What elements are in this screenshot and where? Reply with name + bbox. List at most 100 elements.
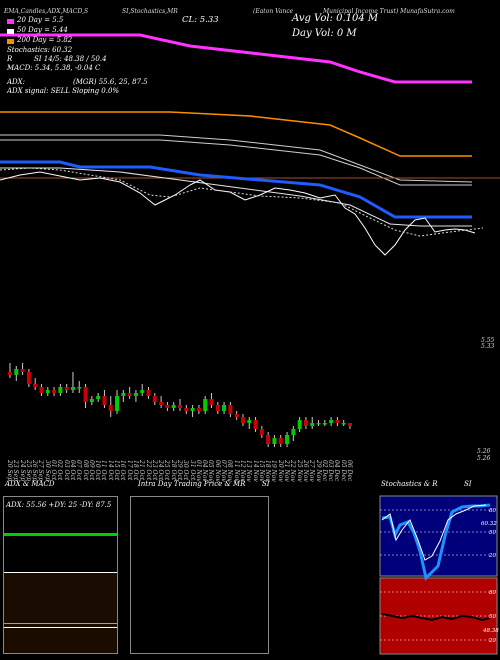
candle-body (285, 435, 290, 444)
candle-body (102, 396, 107, 405)
candle-body (196, 408, 201, 411)
macd-label: MACD: 5.34, 5.38, -0.04 C (7, 64, 101, 72)
adx-label: ADX: (7, 78, 26, 86)
rsi-tick-80: 80 (489, 590, 496, 596)
si-prefix: R (7, 55, 13, 63)
stoch-tick-50: 50 (489, 530, 496, 536)
rsi-box (379, 577, 498, 655)
rsi-value-label: 48.38 (482, 628, 499, 634)
candle-body (96, 396, 101, 399)
candle-body (108, 405, 113, 411)
candle-body (127, 393, 132, 396)
candle-body (26, 372, 31, 384)
adx-detail: (MGR) 55.6, 25, 87.5 (73, 78, 148, 86)
candle-body (45, 390, 50, 393)
candle-body (278, 438, 283, 444)
price-label-4: 5.26 (477, 455, 491, 462)
close-label: CL: 5.33 (182, 15, 219, 25)
adx-green-line (4, 533, 117, 536)
candle-body (121, 393, 126, 396)
candle-body (348, 423, 352, 426)
ma200-line (0, 111, 472, 157)
band-upper-line (0, 134, 473, 183)
candle-body (89, 399, 94, 402)
candle-body (159, 402, 164, 405)
candle-body (234, 414, 239, 417)
band-lower-line (0, 139, 472, 186)
price-curve (0, 171, 476, 256)
intraday-panel-si: SI (262, 480, 270, 488)
candle-body (20, 369, 25, 372)
candle-body (64, 387, 69, 390)
candle-body (8, 372, 12, 375)
candle-body (115, 396, 120, 411)
ma50-swatch (7, 29, 14, 34)
ma20-swatch (7, 19, 14, 24)
candle-body (165, 405, 170, 408)
si-label: SI 14/5: 48.38 / 50.4 (34, 55, 107, 63)
adx-macd-panel: ADX: 55.56 +DY: 25 -DY: 87.5 (3, 496, 118, 654)
candle-body (77, 387, 82, 389)
candle-body (52, 390, 57, 393)
candle-body (215, 405, 220, 411)
stochastics-box (379, 495, 498, 577)
candle-body (178, 405, 182, 408)
stoch-panel-title: Stochastics & R (381, 480, 438, 488)
candle-body (297, 420, 302, 429)
adx-divider (4, 572, 117, 573)
macd-area (4, 573, 117, 653)
candle-body (272, 438, 277, 444)
candle-body (33, 384, 38, 387)
intraday-panel-title: Intra Day Trading Price & MR (138, 480, 246, 488)
stoch-tick-80: 80 (489, 508, 496, 514)
ma200-swatch (7, 39, 14, 44)
adx-signal: ADX signal: SELL Sloping 0.0% (7, 87, 120, 95)
price-label-3: 5.26 (477, 448, 491, 455)
stoch-d-line (381, 504, 487, 561)
stoch-k-line (381, 503, 491, 581)
candle-body (329, 420, 334, 423)
header-line1-left: EMA,Candles,ADX,MACD,S (4, 8, 89, 15)
ema-blue-line (0, 160, 472, 219)
header-line1-right: (Eaton Vance (253, 8, 294, 15)
candle-body (70, 387, 75, 390)
stoch-panel-si: SI (464, 480, 472, 488)
dotted-average-line (0, 167, 484, 237)
candle-body (140, 390, 145, 393)
candle-body (240, 417, 245, 423)
candle-body (58, 387, 63, 393)
candle-body (259, 429, 264, 435)
candle-body (266, 435, 271, 444)
intraday-panel (130, 496, 269, 654)
ma20-label: 20 Day = 5.5 (17, 16, 64, 24)
candle-body (247, 420, 252, 423)
macd-line (4, 623, 117, 624)
candle-body (14, 369, 19, 375)
candle-body (253, 420, 258, 429)
candle-body (152, 396, 157, 402)
rsi-tick-50: 50 (489, 614, 496, 620)
ma200-label: 200 Day = 5.82 (17, 36, 73, 44)
candle-body (341, 423, 346, 425)
candle-body (222, 405, 227, 411)
avg-vol-label: Avg Vol: 0.104 M (292, 13, 379, 24)
adx-panel-values: ADX: 55.56 +DY: 25 -DY: 87.5 (6, 501, 112, 509)
candle-body (228, 405, 233, 414)
candle-body (209, 399, 214, 405)
candle-body (133, 393, 138, 396)
candle-body (322, 423, 327, 425)
candle-body (310, 423, 315, 426)
candle-body (291, 429, 296, 435)
stochastics-label: Stochastics: 60.32 (7, 46, 73, 54)
day-vol-label: Day Vol: 0 M (292, 28, 357, 39)
candle-body (146, 390, 151, 396)
candle-body (184, 408, 189, 411)
ma20-line (0, 33, 472, 84)
adx-panel-title: ADX & MACD (5, 480, 55, 488)
rsi-tick-20: 20 (488, 638, 496, 644)
x-date-label: 06 Dec (346, 460, 353, 482)
candle-body (316, 423, 321, 425)
candle-body (39, 387, 44, 393)
price-label-2: 5.33 (481, 343, 495, 350)
candle-body (203, 399, 208, 411)
